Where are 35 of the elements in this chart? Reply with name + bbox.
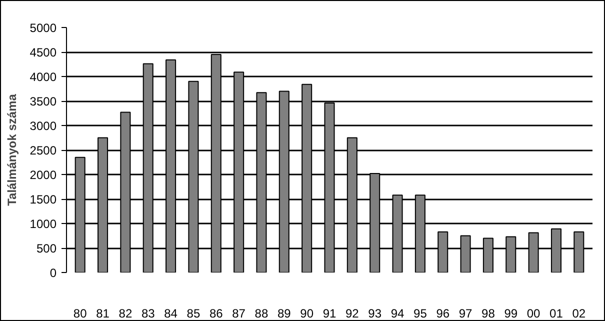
x-tick-label: 85: [186, 306, 200, 320]
x-tick-label: 95: [414, 306, 428, 320]
y-tick-label: 2000: [30, 168, 57, 182]
x-tick-label: 96: [436, 306, 450, 320]
x-tick-label: 01: [550, 306, 564, 320]
y-tick-label: 0: [50, 266, 57, 280]
x-tick-label: 84: [164, 306, 178, 320]
y-tick-label: 3500: [30, 94, 57, 108]
x-tick-label: 93: [368, 306, 382, 320]
y-tick-label: 2500: [30, 144, 57, 158]
x-tick-label: 91: [322, 306, 336, 320]
x-tick-label: 00: [526, 306, 541, 320]
x-tick-label: 94: [390, 306, 405, 320]
x-tick-label: 88: [254, 306, 268, 320]
y-tick-label: 1000: [30, 217, 57, 231]
y-tick-label: 5000: [30, 21, 57, 35]
y-tick-label: 3000: [30, 119, 57, 133]
y-tick-label: 4500: [30, 46, 57, 60]
x-tick-label: 98: [482, 306, 496, 320]
x-tick-label: 92: [346, 306, 360, 320]
x-tick-label: 80: [73, 306, 88, 320]
x-tick-label: 83: [141, 306, 156, 320]
x-tick-label: 87: [232, 306, 246, 320]
x-tick-label: 81: [96, 306, 110, 320]
x-tick-label: 02: [572, 306, 586, 320]
x-tick-label: 86: [209, 306, 224, 320]
x-tick-label: 82: [118, 306, 132, 320]
y-tick-label: 1500: [30, 192, 57, 206]
x-tick-label: 99: [504, 306, 518, 320]
y-axis-title: Találmányok száma: [4, 94, 19, 206]
x-tick-label: 90: [300, 306, 314, 320]
x-tick-label: 89: [277, 306, 292, 320]
y-tick-label: 4000: [30, 70, 57, 84]
x-tick-label: 97: [458, 306, 473, 320]
y-tick-label: 500: [36, 242, 57, 256]
